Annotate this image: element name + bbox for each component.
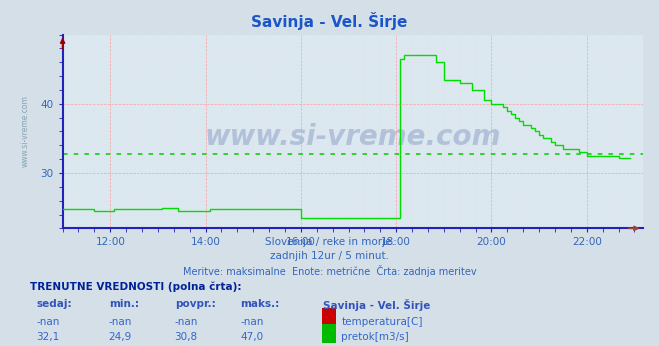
Text: temperatura[C]: temperatura[C] <box>341 317 423 327</box>
Text: zadnjih 12ur / 5 minut.: zadnjih 12ur / 5 minut. <box>270 251 389 261</box>
Text: Savinja - Vel. Širje: Savinja - Vel. Širje <box>323 299 430 311</box>
Text: -nan: -nan <box>241 317 264 327</box>
Text: Savinja - Vel. Širje: Savinja - Vel. Širje <box>251 12 408 30</box>
Text: 24,9: 24,9 <box>109 332 132 342</box>
Text: Meritve: maksimalne  Enote: metrične  Črta: zadnja meritev: Meritve: maksimalne Enote: metrične Črta… <box>183 265 476 277</box>
Text: 30,8: 30,8 <box>175 332 198 342</box>
Text: TRENUTNE VREDNOSTI (polna črta):: TRENUTNE VREDNOSTI (polna črta): <box>30 282 241 292</box>
Text: Slovenija / reke in morje.: Slovenija / reke in morje. <box>264 237 395 247</box>
Text: sedaj:: sedaj: <box>36 299 72 309</box>
Text: -nan: -nan <box>175 317 198 327</box>
Text: 47,0: 47,0 <box>241 332 264 342</box>
Text: -nan: -nan <box>36 317 59 327</box>
Text: maks.:: maks.: <box>241 299 280 309</box>
Text: www.si-vreme.com: www.si-vreme.com <box>204 123 501 151</box>
Text: povpr.:: povpr.: <box>175 299 215 309</box>
Text: -nan: -nan <box>109 317 132 327</box>
Text: min.:: min.: <box>109 299 139 309</box>
Text: 32,1: 32,1 <box>36 332 59 342</box>
Text: www.si-vreme.com: www.si-vreme.com <box>20 95 30 167</box>
Text: pretok[m3/s]: pretok[m3/s] <box>341 332 409 342</box>
